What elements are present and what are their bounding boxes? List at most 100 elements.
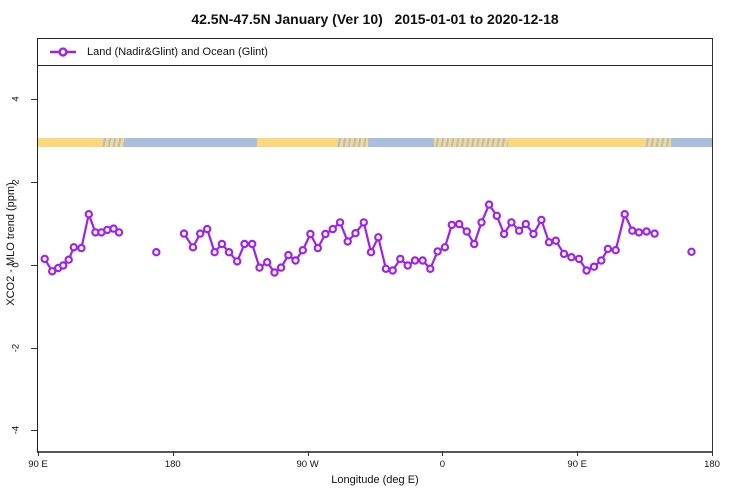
data-point-marker [374,233,383,242]
chart-title: 42.5N-47.5N January (Ver 10) 2015-01-01 … [191,11,559,27]
legend-marker-icon [50,47,76,57]
data-point-marker [179,229,189,238]
data-point-marker [544,238,554,247]
data-point-marker [470,239,479,249]
data-point-marker [195,229,205,238]
data-point-marker [48,267,57,276]
data-point-marker [152,247,161,257]
data-point-marker [396,254,405,264]
data-point-marker [40,254,49,264]
data-point-marker [328,224,337,234]
data-point-marker [634,228,644,237]
mixed-band-segment [101,138,125,148]
data-point-marker [499,229,509,239]
data-point-marker [351,228,360,238]
data-point-marker [224,247,234,257]
x-axis-title: Longitude (deg E) [331,474,419,486]
data-point-marker [188,243,198,252]
data-point-marker [381,264,391,273]
data-point-marker [492,211,501,220]
data-point-marker [298,245,307,255]
data-point-marker [426,264,435,273]
data-point-marker [388,266,397,275]
data-point-marker [202,224,212,234]
data-point-marker [262,257,272,267]
y-tick-label: 4 [10,96,22,102]
y-tick [31,181,37,183]
data-point-marker [611,245,620,255]
x-tick-label: 180 [704,459,720,470]
data-point-marker [582,266,591,275]
x-tick-label: 90 W [296,459,319,470]
data-point-marker [628,226,637,235]
land-band-segment [257,138,337,148]
data-point-marker [77,243,86,253]
series-line [43,210,120,273]
data-point-marker [462,227,471,236]
data-point-marker [642,227,651,236]
x-tick-label: 180 [164,459,181,470]
data-point-marker [507,218,516,227]
data-point-marker [114,228,124,237]
data-point-marker [359,218,368,227]
y-tick [31,99,37,100]
y-tick-label: -4 [10,426,22,435]
data-point-marker [521,219,530,229]
data-point-marker [69,243,79,252]
data-point-marker [284,250,293,260]
data-point-marker [603,244,613,254]
data-point-marker [551,236,561,245]
data-point-marker [270,268,279,277]
data-point-marker [255,263,264,272]
data-point-marker [597,256,606,265]
mixed-band-segment [643,138,671,148]
data-point-marker [484,200,494,209]
ocean-band-segment [670,138,712,148]
data-point-marker [84,209,94,219]
data-point-marker [514,226,524,235]
data-point-marker [366,247,376,257]
data-point-marker [232,257,242,266]
data-point-marker [335,218,345,227]
x-tick [38,451,39,456]
data-point-marker [620,209,629,219]
data-point-marker [321,229,330,239]
y-tick-label: -2 [10,343,22,352]
data-point-marker [559,249,569,259]
data-point-marker [447,220,456,230]
data-point-marker [687,247,696,256]
ocean-band-segment [124,138,258,148]
data-point-marker [240,239,249,249]
x-tick [712,451,713,456]
legend: Land (Nadir&Glint) and Ocean (Glint) [38,39,712,66]
plot-area: Land (Nadir&Glint) and Ocean (Glint) 90 … [11,38,720,470]
data-point-marker [574,254,584,264]
data-point-marker [418,256,427,265]
x-tick [442,451,444,456]
data-point-marker [343,237,352,246]
y-tick [31,264,37,266]
land-band-segment [507,138,644,148]
data-point-marker [589,262,599,271]
data-point-marker [410,256,420,265]
data-point-marker [109,224,118,233]
y-tick-label: 2 [10,179,22,185]
data-point-marker [567,252,576,262]
y-tick [31,430,37,432]
y-axis-title: XCO2 - MLO trend (ppm) [5,182,17,306]
data-point-marker [276,263,286,272]
data-point-marker [440,243,450,252]
data-point-marker [455,219,464,229]
x-tick-label: 90 E [28,459,48,470]
data-point-marker [403,261,412,270]
data-series-layer [40,200,696,277]
data-point-marker [247,239,257,249]
x-tick [307,451,309,456]
data-point-marker [529,229,538,239]
data-point-marker [537,215,546,225]
data-point-marker [313,243,322,253]
data-point-marker [291,256,300,265]
data-point-marker [433,247,442,256]
y-tick [31,347,37,349]
